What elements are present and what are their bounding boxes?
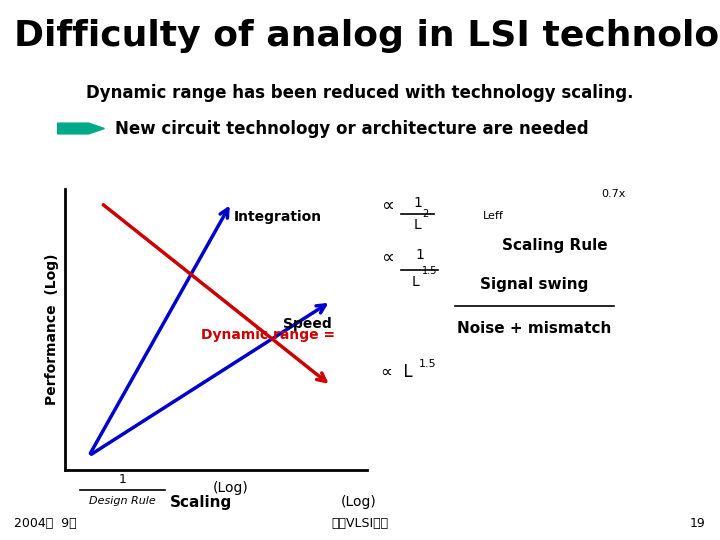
Text: Dynamic range has been reduced with technology scaling.: Dynamic range has been reduced with tech… bbox=[86, 84, 634, 102]
Text: 1: 1 bbox=[415, 248, 424, 262]
Text: 新大VLSI工学: 新大VLSI工学 bbox=[331, 517, 389, 530]
Text: Scaling: Scaling bbox=[170, 495, 232, 510]
Text: Signal swing: Signal swing bbox=[480, 277, 589, 292]
Text: Difficulty of analog in LSI technology: Difficulty of analog in LSI technology bbox=[14, 19, 720, 53]
Text: (Log): (Log) bbox=[341, 495, 377, 509]
Text: Noise + mismatch: Noise + mismatch bbox=[457, 321, 612, 336]
Text: Design Rule: Design Rule bbox=[89, 496, 156, 506]
Text: Leff: Leff bbox=[483, 211, 503, 221]
Text: 0.7x: 0.7x bbox=[601, 189, 626, 199]
Text: ∝: ∝ bbox=[381, 249, 394, 267]
Text: L: L bbox=[413, 219, 421, 233]
Text: New circuit technology or architecture are needed: New circuit technology or architecture a… bbox=[115, 119, 589, 138]
Text: L: L bbox=[412, 275, 420, 289]
Text: 19: 19 bbox=[690, 517, 706, 530]
Text: (Log): (Log) bbox=[212, 481, 248, 495]
Text: ∝: ∝ bbox=[381, 197, 394, 215]
Text: 1: 1 bbox=[119, 474, 126, 487]
Text: 2: 2 bbox=[423, 209, 429, 219]
FancyArrow shape bbox=[58, 123, 104, 134]
Y-axis label: Performance  (Log): Performance (Log) bbox=[45, 254, 59, 405]
Text: ∝  L: ∝ L bbox=[382, 363, 413, 381]
Text: Integration: Integration bbox=[234, 210, 323, 224]
Text: Scaling Rule: Scaling Rule bbox=[502, 238, 607, 253]
Text: Dynamic range =: Dynamic range = bbox=[201, 328, 335, 342]
Text: 1.5: 1.5 bbox=[422, 266, 438, 276]
Text: 1.5: 1.5 bbox=[419, 360, 436, 369]
Text: 2004年  9月: 2004年 9月 bbox=[14, 517, 77, 530]
Text: 1: 1 bbox=[413, 196, 422, 210]
Text: Speed: Speed bbox=[282, 317, 331, 331]
